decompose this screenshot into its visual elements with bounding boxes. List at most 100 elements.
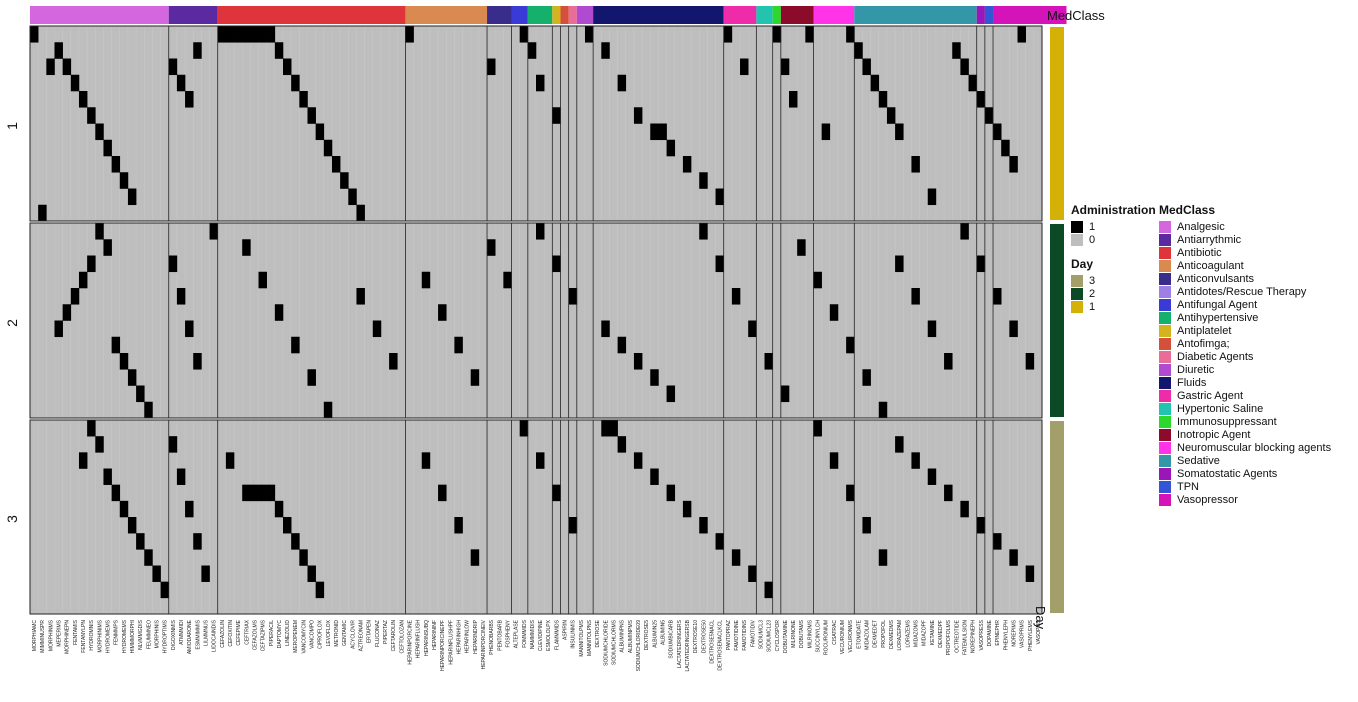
medclass-bar-segment bbox=[568, 6, 577, 24]
heatmap-cell-administered bbox=[1025, 353, 1035, 370]
medclass-bar-segment bbox=[854, 6, 977, 24]
legend-label: Sedative bbox=[1177, 454, 1220, 467]
column-label: SUCCINYLCH bbox=[816, 620, 822, 653]
column-label: HEPARINSUBQ bbox=[424, 620, 430, 656]
heatmap-cell-administered bbox=[470, 549, 480, 566]
heatmap-cell-administered bbox=[454, 336, 463, 354]
administration-legend-title: Administration bbox=[1071, 203, 1156, 217]
heatmap-cell-administered bbox=[527, 42, 537, 59]
heatmap-cell-administered bbox=[119, 172, 129, 189]
heatmap-cell-administered bbox=[176, 288, 186, 305]
column-label: MORPHINEPN bbox=[65, 620, 71, 654]
column-label: FAMOTIDINE bbox=[734, 619, 740, 650]
heatmap-cell-administered bbox=[103, 468, 112, 485]
column-label: CEFTAZIPMS bbox=[261, 619, 267, 651]
legend-swatch bbox=[1159, 467, 1171, 480]
heatmap-cell-administered bbox=[421, 452, 431, 469]
heatmap-cell-administered bbox=[984, 107, 994, 124]
column-label: VANCOMPO bbox=[310, 620, 316, 649]
heatmap-cell-administered bbox=[119, 353, 129, 370]
column-label: ALBUMINPMS bbox=[628, 619, 634, 653]
column-label: LINEZOLID bbox=[285, 620, 291, 646]
heatmap-cell-administered bbox=[46, 58, 55, 76]
heatmap-cell-administered bbox=[789, 91, 798, 108]
heatmap-cell-administered bbox=[136, 533, 145, 550]
heatmap-cell-administered bbox=[242, 239, 251, 256]
column-label: ATMMMIDI bbox=[179, 620, 185, 645]
heatmap-cell-administered bbox=[405, 26, 414, 43]
column-label: PROPOFOL bbox=[881, 620, 887, 648]
column-label: MIDAZOPF bbox=[922, 620, 928, 646]
heatmap-cell-administered bbox=[960, 223, 969, 240]
heatmap-cell-administered bbox=[731, 549, 741, 566]
heatmap-cell-administered bbox=[323, 139, 333, 157]
medclass-bar-segment bbox=[405, 6, 488, 24]
heatmap-cell-administered bbox=[307, 107, 316, 124]
heatmap-cell-administered bbox=[699, 517, 708, 534]
heatmap-cell-administered bbox=[487, 239, 496, 256]
column-label: MILRINONE bbox=[791, 619, 797, 647]
legend-label: Diuretic bbox=[1177, 363, 1215, 376]
column-label: MORPHIAMC bbox=[32, 620, 38, 652]
column-label: NOREPIMS bbox=[1011, 619, 1017, 646]
column-label: VANCOMYCIN bbox=[301, 620, 307, 654]
heatmap-cell-administered bbox=[927, 188, 937, 206]
heatmap-cell-administered bbox=[519, 420, 529, 437]
heatmap-cell-administered bbox=[927, 468, 937, 485]
column-label: LORAZEPAM bbox=[897, 620, 903, 650]
medclass-bar-segment bbox=[217, 6, 406, 24]
legend-label: Fluids bbox=[1177, 376, 1207, 389]
heatmap-cell-administered bbox=[307, 565, 316, 582]
column-label: DEXMEDET bbox=[873, 620, 879, 648]
column-label: HIMMMORPHI bbox=[130, 620, 136, 653]
medclass-bar-segment bbox=[756, 6, 773, 24]
heatmap-cell-administered bbox=[185, 320, 194, 338]
legend-swatch bbox=[1071, 287, 1083, 300]
medclass-bar-segment bbox=[772, 6, 781, 24]
day-legend-item: 3 bbox=[1071, 274, 1095, 287]
heatmap-cell-administered bbox=[878, 549, 888, 566]
heatmap-cell-administered bbox=[895, 436, 904, 453]
day-legend: Day 3 2 1 bbox=[1071, 257, 1095, 313]
heatmap-cell-administered bbox=[331, 156, 341, 173]
heatmap-cell-administered bbox=[813, 420, 822, 437]
heatmap-cell-administered bbox=[650, 369, 659, 386]
heatmap-cell-administered bbox=[193, 353, 202, 370]
heatmap-cell-administered bbox=[168, 436, 178, 453]
column-label: NOREPINEPH bbox=[971, 620, 977, 653]
heatmap-cell-administered bbox=[911, 156, 920, 173]
heatmap-cell-administered bbox=[740, 58, 749, 76]
day-annotation-bar bbox=[1050, 224, 1064, 417]
heatmap-cell-administered bbox=[176, 74, 186, 92]
heatmap-cell-administered bbox=[633, 452, 643, 469]
heatmap-cell-administered bbox=[62, 58, 72, 76]
heatmap-cell-administered bbox=[291, 533, 300, 550]
heatmap-cell-administered bbox=[356, 204, 365, 222]
heatmap-cell-administered bbox=[389, 353, 398, 370]
medclass-legend-item: Neuromuscular blocking agents bbox=[1159, 441, 1331, 454]
medclass-bar-segment bbox=[527, 6, 553, 24]
legend-label: Anticonvulsants bbox=[1177, 272, 1255, 285]
heatmap-cell-administered bbox=[217, 26, 227, 43]
column-label: PENTOBARB bbox=[497, 619, 503, 650]
medclass-legend-item: Antidotes/Rescue Therapy bbox=[1159, 285, 1331, 298]
heatmap-cell-administered bbox=[797, 239, 806, 256]
column-label: MORPHINIS bbox=[155, 619, 161, 648]
heatmap-panel-border bbox=[29, 25, 1043, 222]
medclass-legend-item: TPN bbox=[1159, 480, 1331, 493]
column-label: MIDAZOMS bbox=[914, 619, 920, 647]
heatmap-cell-administered bbox=[103, 139, 112, 157]
column-label: CEFTRIAX bbox=[244, 619, 250, 644]
column-label: DEXMEDPF bbox=[938, 620, 944, 648]
column-label: FOSPHENY bbox=[505, 619, 511, 647]
heatmap-cell-administered bbox=[95, 223, 104, 240]
heatmap-cell-administered bbox=[944, 353, 953, 370]
column-label: MILRINOMS bbox=[807, 619, 813, 648]
legend-swatch bbox=[1159, 454, 1171, 467]
column-label: FATEMULSION bbox=[962, 620, 968, 655]
heatmap-cell-administered bbox=[242, 26, 251, 43]
column-label: ALBUMINPNS bbox=[620, 619, 626, 652]
legend-label: Gastric Agent bbox=[1177, 389, 1244, 402]
day-legend-item: 1 bbox=[1071, 300, 1095, 313]
